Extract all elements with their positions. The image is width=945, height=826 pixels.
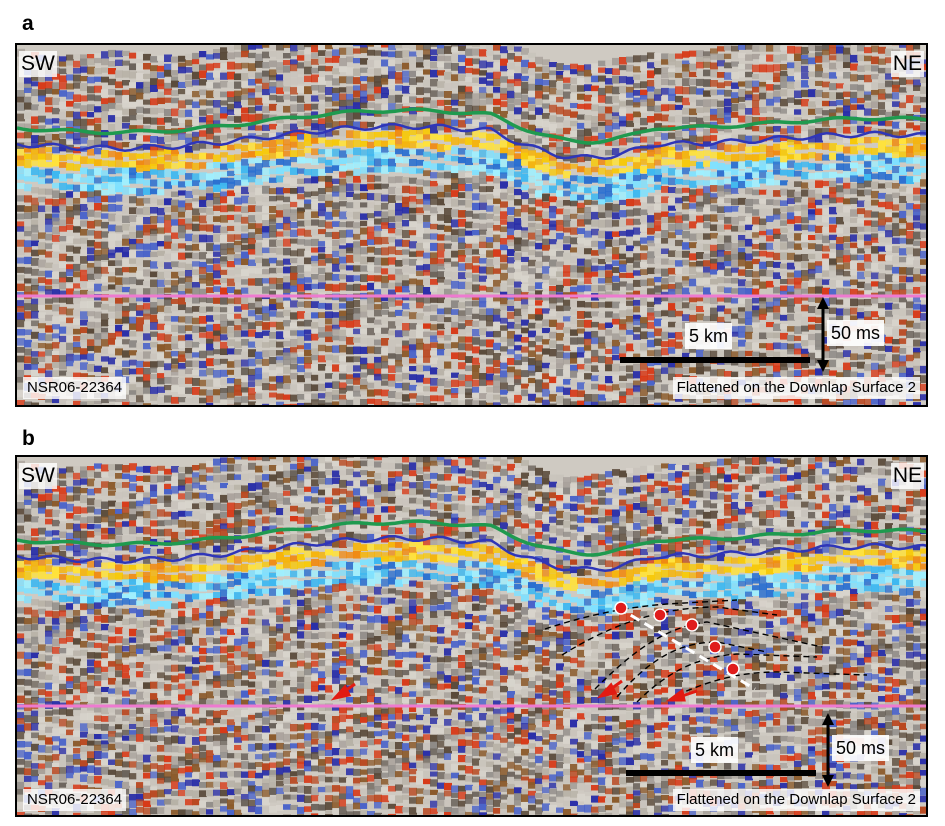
- fault-marker: [653, 608, 667, 622]
- sw-label: SW: [19, 463, 57, 489]
- horizontal-scale-bar: [620, 357, 810, 363]
- horizontal-scale-label: 5 km: [691, 737, 739, 763]
- vertical-scale-label: 50 ms: [827, 320, 885, 346]
- ne-label: NE: [890, 463, 924, 489]
- horizontal-scale-bar: [626, 770, 816, 776]
- fault-marker: [614, 601, 628, 615]
- sw-label: SW: [19, 51, 57, 77]
- green-horizon: [17, 107, 926, 145]
- fault-marker: [685, 618, 699, 632]
- horizons-a: [17, 107, 926, 298]
- clinoform-line: [676, 671, 868, 696]
- seismic-image-a: [17, 45, 926, 405]
- green-horizon: [17, 519, 926, 557]
- ne-label: NE: [890, 51, 924, 77]
- line-id-label: NSR06-22364: [23, 789, 127, 811]
- flatten-note: Flattened on the Downlap Surface 2: [672, 377, 920, 399]
- panel-b-letter: b: [22, 427, 35, 450]
- scale-bars-a: [620, 297, 829, 372]
- blue-horizon: [17, 534, 926, 572]
- vertical-scale-arrow-up: [822, 713, 834, 725]
- clinoform-line: [561, 606, 778, 656]
- seismic-panel-b: SW NE NSR06-22364 Flattened on the Downl…: [15, 455, 928, 817]
- interpretation-b: [330, 599, 868, 703]
- clinoform-line: [594, 621, 823, 690]
- seismic-image-b: [17, 457, 926, 815]
- fault-marker: [726, 662, 740, 676]
- red-arrow-head: [596, 682, 618, 699]
- vertical-scale-label: 50 ms: [832, 735, 890, 761]
- clinoform-line: [636, 653, 818, 703]
- horizontal-scale-label: 5 km: [685, 323, 733, 349]
- blue-horizon: [17, 122, 926, 160]
- line-id-label: NSR06-22364: [23, 377, 127, 399]
- seismic-panel-a: SW NE NSR06-22364 Flattened on the Downl…: [15, 43, 928, 407]
- red-arrow-head: [665, 688, 686, 702]
- red-arrow-head: [330, 684, 352, 701]
- vertical-scale-arrow-up: [817, 297, 829, 309]
- vertical-scale-arrow-down: [817, 360, 829, 372]
- vertical-scale-arrow-down: [822, 775, 834, 787]
- flatten-note: Flattened on the Downlap Surface 2: [672, 789, 920, 811]
- scale-bars-b: [626, 713, 834, 787]
- fault-marker: [708, 640, 722, 654]
- panel-a-letter: a: [22, 12, 34, 35]
- horizons-b: [17, 519, 926, 708]
